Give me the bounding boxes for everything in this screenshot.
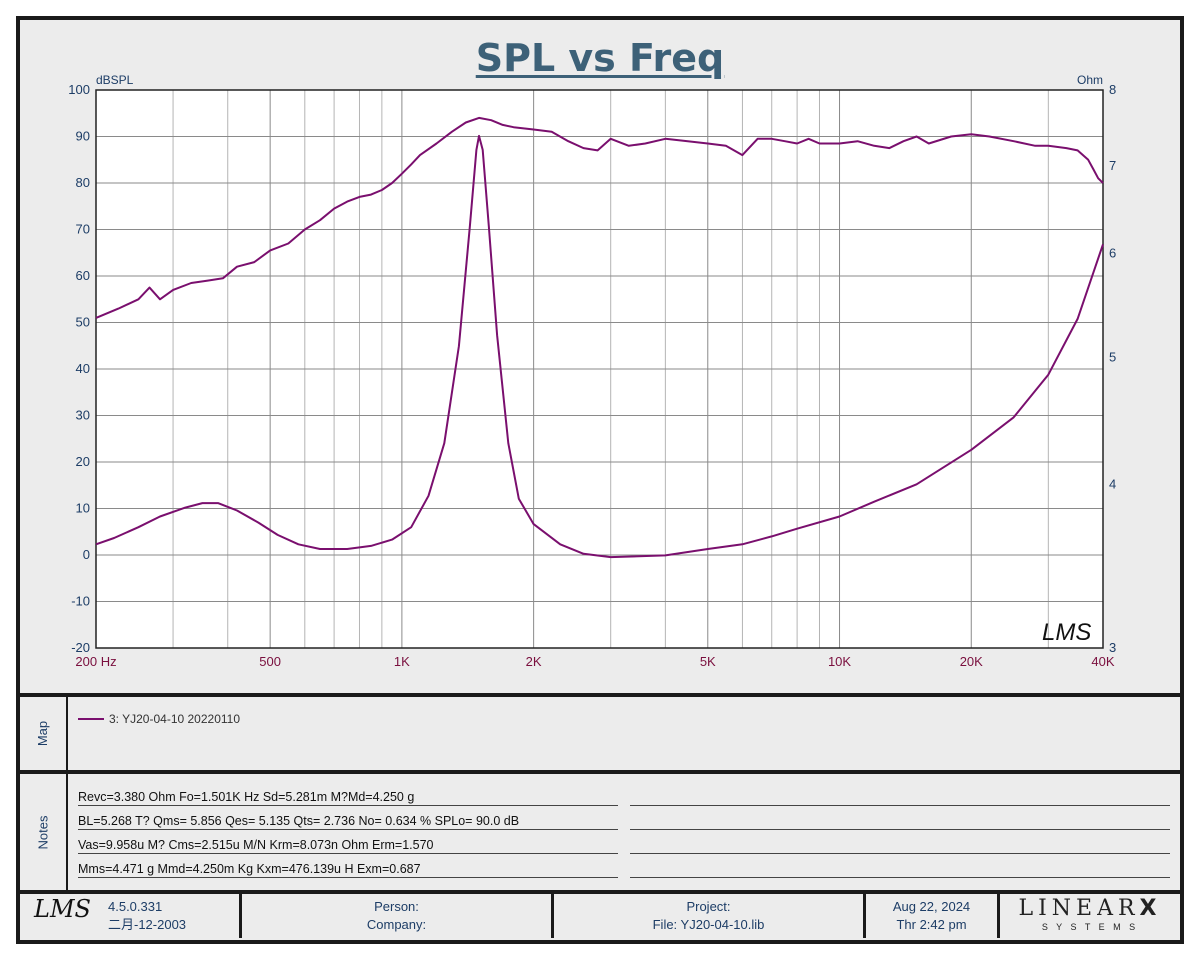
y-left-tick-label: -20	[71, 640, 90, 655]
legend-text: 3: YJ20-04-10 20220110	[109, 712, 240, 726]
x-tick-label: 2K	[526, 654, 542, 669]
brand-name: LINEAR	[1018, 896, 1140, 921]
y-right-tick-labels: 8 7 6 5 4 3	[1109, 82, 1116, 655]
footer: LMS 4.5.0.331 二月-12-2003 Person: Company…	[20, 894, 1180, 940]
y-left-tick-label: 70	[76, 222, 90, 237]
brand-x: X	[1139, 896, 1162, 921]
notes-underline	[78, 829, 618, 830]
y-right-tick-label: 4	[1109, 476, 1116, 491]
notes-line-3: Vas=9.958u M? Cms=2.515u M/N Krm=8.073n …	[78, 838, 434, 852]
series-line-spl	[95, 116, 1104, 319]
series-line-impedance	[95, 134, 1104, 559]
version-number: 4.5.0.331	[108, 899, 163, 914]
footer-version-cell: LMS 4.5.0.331 二月-12-2003	[20, 894, 242, 938]
notes-underline	[630, 853, 1170, 854]
y-right-tick-label: 5	[1109, 349, 1116, 364]
brand-logo: LINEARX S Y S T E M S	[1000, 894, 1180, 938]
x-tick-label: 20K	[960, 654, 983, 669]
notes-line-2: BL=5.268 T? Qms= 5.856 Qes= 5.135 Qts= 2…	[78, 814, 520, 828]
y-left-tick-label: -10	[71, 594, 90, 609]
y-left-tick-label: 0	[83, 547, 90, 562]
y-left-tick-label: 30	[76, 408, 90, 423]
series-lines	[95, 116, 1104, 559]
notes-underline	[78, 853, 618, 854]
notes-panel: Notes Revc=3.380 Ohm Fo=1.501K Hz Sd=5.2…	[20, 774, 1180, 890]
file-name: File: YJ20-04-10.lib	[652, 917, 765, 932]
notes-line-1: Revc=3.380 Ohm Fo=1.501K Hz Sd=5.281m M?…	[78, 790, 415, 804]
separator	[20, 770, 1180, 774]
x-tick-label: 40K	[1091, 654, 1114, 669]
y-right-tick-label: 3	[1109, 640, 1116, 655]
y-left-tick-label: 40	[76, 361, 90, 376]
y-left-tick-label: 100	[68, 82, 90, 97]
notes-underline	[630, 829, 1170, 830]
notes-underline	[78, 877, 618, 878]
notes-underline	[630, 805, 1170, 806]
map-panel: Map 3: YJ20-04-10 20220110	[20, 697, 1180, 770]
y-right-axis-label: Ohm	[1077, 73, 1103, 87]
y-right-tick-label: 7	[1109, 158, 1116, 173]
y-left-tick-label: 60	[76, 268, 90, 283]
y-left-tick-label: 10	[76, 501, 90, 516]
project-label: Project:	[686, 899, 731, 914]
legend-swatch	[78, 718, 104, 720]
y-left-tick-label: 90	[76, 129, 90, 144]
y-left-tick-label: 50	[76, 315, 90, 330]
x-tick-label: 500	[259, 654, 281, 669]
notes-underline	[630, 877, 1170, 878]
time-text: Thr 2:42 pm	[896, 917, 967, 932]
x-tick-labels: 200 Hz 500 1K 2K 5K 10K 20K 40K	[75, 654, 1114, 669]
company-label: Company:	[366, 917, 427, 932]
y-left-tick-label: 20	[76, 454, 90, 469]
separator	[20, 890, 1180, 894]
window-frame: SPL vs Freq dBSPL Ohm 100 90 80 70 60 50 40 30 2…	[16, 16, 1184, 944]
version-date: 二月-12-2003	[108, 917, 187, 932]
y-right-tick-label: 8	[1109, 82, 1116, 97]
plot-area-border	[95, 89, 1104, 649]
y-left-tick-label: 80	[76, 175, 90, 190]
notes-label: Notes	[20, 774, 68, 890]
y-right-tick-label: 6	[1109, 246, 1116, 261]
x-tick-label: 1K	[394, 654, 410, 669]
chart-grid	[95, 89, 1104, 649]
map-label: Map	[20, 697, 68, 770]
separator	[20, 693, 1180, 697]
watermark-logo: LMS	[1042, 619, 1091, 646]
x-tick-label: 200 Hz	[75, 654, 116, 669]
notes-underline	[78, 805, 618, 806]
x-tick-label: 10K	[828, 654, 851, 669]
notes-line-4: Mms=4.471 g Mmd=4.250m Kg Kxm=476.139u H…	[78, 862, 421, 876]
legend-entry[interactable]: 3: YJ20-04-10 20220110	[78, 712, 240, 726]
footer-person-cell: Person: Company:	[242, 894, 554, 938]
footer-logo: LMS	[34, 895, 91, 923]
footer-date-cell: Aug 22, 2024 Thr 2:42 pm	[866, 894, 1000, 938]
chart-title: SPL vs Freq	[475, 36, 725, 80]
date-text: Aug 22, 2024	[892, 899, 971, 914]
x-tick-label: 5K	[700, 654, 716, 669]
person-label: Person:	[374, 899, 419, 914]
footer-project-cell: Project: File: YJ20-04-10.lib	[554, 894, 866, 938]
brand-subtitle: S Y S T E M S	[1041, 922, 1139, 932]
y-left-axis-label: dBSPL	[96, 73, 134, 87]
